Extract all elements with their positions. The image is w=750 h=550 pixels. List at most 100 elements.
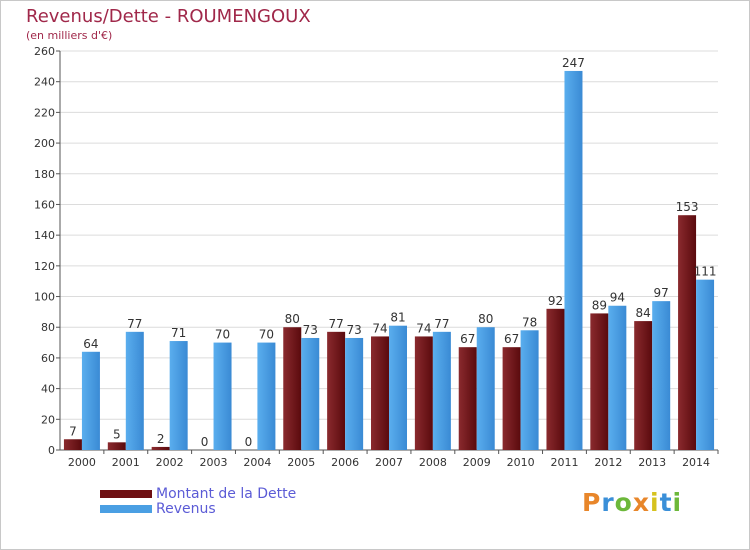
legend-label-dette: Montant de la Dette — [156, 485, 297, 502]
data-label-dette: 92 — [548, 294, 563, 308]
bar-revenus — [432, 331, 451, 450]
bar-dette — [458, 347, 477, 450]
data-label-revenus: 73 — [346, 323, 361, 337]
y-tick-label: 180 — [34, 168, 55, 181]
bar-revenus — [169, 341, 188, 450]
x-tick-label: 2009 — [463, 456, 491, 469]
chart-title: Revenus/Dette - ROUMENGOUX — [26, 6, 311, 27]
bar-revenus — [125, 331, 144, 450]
data-label-revenus: 64 — [83, 337, 98, 351]
bar-dette — [414, 336, 433, 450]
bar-revenus — [608, 305, 627, 450]
logo-letter: i — [650, 488, 660, 517]
legend-swatch-revenus — [100, 504, 152, 513]
data-label-dette: 67 — [460, 332, 475, 346]
data-label-revenus: 247 — [562, 56, 585, 70]
data-label-revenus: 77 — [127, 317, 142, 331]
data-label-dette: 80 — [285, 312, 300, 326]
data-label-dette: 0 — [245, 435, 253, 449]
data-label-dette: 84 — [636, 306, 651, 320]
x-tick-label: 2013 — [638, 456, 666, 469]
data-label-revenus: 70 — [215, 328, 230, 342]
x-tick-label: 2005 — [287, 456, 315, 469]
y-tick-label: 40 — [41, 383, 55, 396]
data-label-revenus: 78 — [522, 315, 537, 329]
y-tick-label: 100 — [34, 291, 55, 304]
legend-item-dette: Montant de la Dette — [100, 485, 297, 502]
data-label-revenus: 81 — [390, 311, 405, 325]
x-tick-label: 2000 — [68, 456, 96, 469]
data-label-revenus: 97 — [654, 286, 669, 300]
data-label-revenus: 80 — [478, 312, 493, 326]
bar-revenus — [301, 337, 320, 450]
legend-item-revenus: Revenus — [100, 500, 296, 517]
data-label-dette: 74 — [372, 321, 387, 335]
logo-letter: t — [659, 488, 673, 517]
bar-revenus — [520, 330, 539, 450]
x-tick-label: 2010 — [507, 456, 535, 469]
bar-dette — [546, 308, 565, 450]
bar-dette — [371, 336, 389, 450]
data-label-revenus: 77 — [434, 317, 449, 331]
proxiti-logo: Proxiti — [582, 488, 682, 517]
logo-letter: P — [582, 488, 602, 517]
x-tick-label: 2012 — [594, 456, 622, 469]
y-tick-label: 240 — [34, 76, 55, 89]
logo-letter: i — [672, 488, 683, 517]
y-tick-label: 140 — [34, 229, 55, 242]
data-label-dette: 89 — [592, 298, 607, 312]
x-tick-label: 2008 — [419, 456, 447, 469]
bar-dette — [502, 347, 521, 450]
bar-revenus — [696, 279, 715, 450]
x-tick-label: 2001 — [112, 456, 140, 469]
logo-letter: r — [601, 488, 615, 517]
bar-dette — [63, 439, 82, 450]
x-tick-label: 2003 — [200, 456, 228, 469]
y-tick-label: 0 — [48, 444, 55, 457]
data-label-dette: 0 — [201, 435, 209, 449]
x-tick-label: 2011 — [550, 456, 578, 469]
data-label-dette: 77 — [328, 317, 343, 331]
x-tick-label: 2007 — [375, 456, 403, 469]
bar-revenus — [81, 351, 100, 450]
x-tick-label: 2002 — [156, 456, 184, 469]
x-tick-label: 2006 — [331, 456, 359, 469]
data-label-dette: 74 — [416, 321, 431, 335]
bar-dette — [151, 446, 170, 450]
bar-dette — [634, 321, 653, 450]
x-tick-label: 2014 — [682, 456, 710, 469]
data-label-revenus: 111 — [694, 265, 717, 279]
legend: Montant de la Dette Revenus — [100, 485, 297, 517]
legend-label-revenus: Revenus — [156, 500, 216, 517]
bar-revenus — [345, 337, 364, 450]
logo-letter: o — [614, 488, 633, 517]
chart-subtitle: (en milliers d'€) — [26, 29, 113, 42]
data-label-dette: 153 — [676, 200, 699, 214]
bar-revenus — [652, 301, 671, 450]
bar-dette — [327, 331, 346, 450]
x-tick-label: 2004 — [243, 456, 271, 469]
y-tick-label: 200 — [34, 137, 55, 150]
data-label-revenus: 73 — [303, 323, 318, 337]
bar-dette — [107, 442, 126, 450]
bar-revenus — [389, 325, 407, 450]
data-label-dette: 67 — [504, 332, 519, 346]
data-label-revenus: 70 — [259, 328, 274, 342]
bar-revenus — [257, 342, 276, 450]
bar-revenus — [213, 342, 232, 450]
data-label-revenus: 71 — [171, 326, 186, 340]
data-label-dette: 7 — [69, 424, 77, 438]
y-tick-label: 60 — [41, 352, 55, 365]
y-tick-label: 120 — [34, 260, 55, 273]
legend-swatch-dette — [100, 489, 152, 498]
data-label-revenus: 94 — [610, 291, 625, 305]
bar-dette — [283, 327, 302, 450]
bar-revenus — [476, 327, 495, 450]
data-label-dette: 5 — [113, 427, 121, 441]
logo-letter: x — [632, 488, 650, 517]
y-tick-label: 160 — [34, 198, 55, 211]
y-tick-label: 20 — [41, 413, 55, 426]
y-tick-label: 220 — [34, 106, 55, 119]
bar-revenus — [564, 70, 583, 450]
